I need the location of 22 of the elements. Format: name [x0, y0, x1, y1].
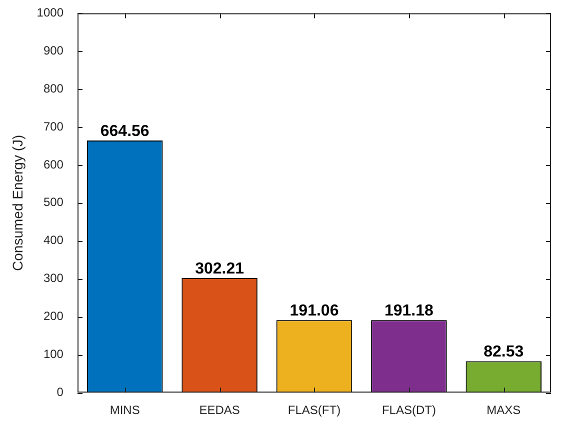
- x-tick-label: MAXS: [486, 403, 521, 418]
- y-tick-label: 800: [43, 81, 64, 96]
- y-tick-label: 600: [43, 157, 64, 172]
- y-tick-label: 300: [43, 271, 64, 286]
- x-tick-label: EEDAS: [199, 403, 240, 418]
- y-axis-title: Consumed Energy (J): [9, 134, 26, 271]
- y-tick-label: 200: [43, 309, 64, 324]
- y-tick-label: 0: [56, 384, 64, 399]
- data-label: 82.53: [484, 344, 524, 361]
- data-label: 302.21: [195, 260, 244, 278]
- x-tick-label: FLAS(FT): [288, 403, 341, 418]
- data-label: 664.56: [100, 122, 150, 140]
- y-tick-label: 700: [43, 119, 64, 134]
- y-tick-label: 1000: [36, 6, 64, 20]
- x-tick-label: FLAS(DT): [382, 403, 436, 418]
- y-tick-label: 400: [43, 233, 64, 248]
- x-tick-label: MINS: [110, 403, 140, 418]
- data-label: 191.18: [384, 302, 434, 320]
- y-tick-label: 500: [43, 195, 64, 210]
- y-tick-label: 900: [43, 43, 64, 58]
- y-tick-label: 100: [43, 346, 64, 361]
- data-label: 191.06: [290, 302, 339, 320]
